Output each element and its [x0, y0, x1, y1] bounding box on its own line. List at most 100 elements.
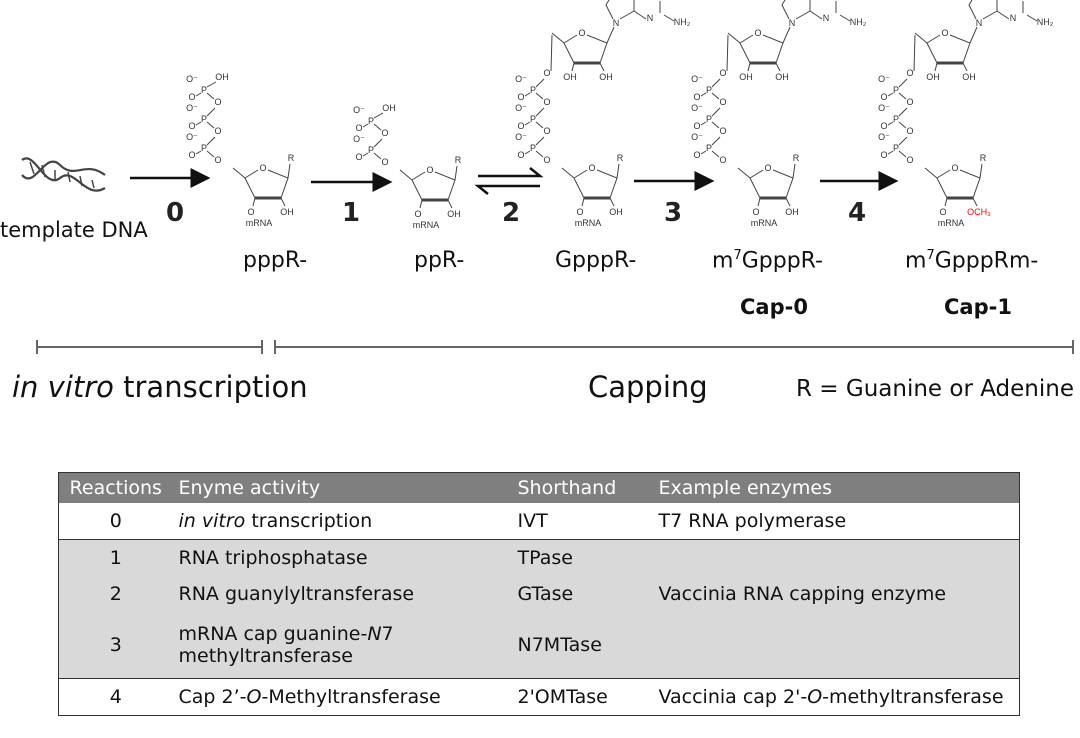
atom-label: O	[188, 150, 195, 160]
phase-brackets	[36, 340, 1074, 354]
atom-label: NH₂	[850, 17, 867, 27]
cell-enzyme	[652, 612, 1020, 678]
step-label-0: 0	[166, 198, 185, 228]
atom-label: OH	[785, 207, 799, 217]
atom-label: R	[455, 155, 462, 165]
italic-text: N	[367, 622, 382, 645]
text: Cap 2’-	[178, 685, 247, 708]
atom-label: R	[617, 153, 624, 163]
atom-label: P	[201, 85, 207, 95]
label-prefix: m	[712, 248, 734, 274]
atom-label: O⁻	[515, 103, 527, 113]
atom-label: N	[823, 13, 830, 23]
step-label-3: 3	[664, 198, 683, 228]
cell-enzyme: T7 RNA polymerase	[658, 510, 847, 532]
atom-label: O	[906, 155, 913, 165]
atom-label: OH	[280, 207, 294, 217]
cell-shorthand: N7MTase	[511, 612, 653, 678]
atom-label: O⁻	[691, 74, 703, 84]
header-enzymes: Example enzymes	[652, 472, 1020, 503]
atom-label: R	[793, 153, 800, 163]
cell-shorthand: 2'OMTase	[511, 677, 653, 715]
atom-label: O⁻	[353, 105, 365, 115]
table-row: 2 RNA guanylyltransferase GTase Vaccinia…	[58, 576, 1020, 612]
atom-label: O⁻	[878, 103, 890, 113]
cell-shorthand: IVT	[517, 510, 548, 532]
atom-label: O	[939, 207, 946, 217]
atom-label: OH	[215, 72, 229, 82]
cell-reaction: 1	[58, 539, 173, 576]
atom-label: O	[381, 128, 388, 138]
cell-reaction: 4	[58, 677, 173, 715]
italic-text: O	[246, 685, 262, 708]
compound-label-ppR: ppR-	[414, 248, 465, 273]
cell-activity: Cap 2’-O-Methyltransferase	[172, 677, 512, 715]
table-row: 0 in vitro transcription IVT T7 RNA poly…	[59, 503, 1020, 540]
step-label-2: 2	[502, 198, 521, 228]
atom-label: R	[288, 153, 295, 163]
atom-label: mRNA	[246, 218, 273, 228]
atom-label: O	[880, 121, 887, 131]
atom-label: OH	[926, 72, 940, 82]
compound-label-pppR: pppR-	[243, 248, 308, 273]
compound-label-m7GpppRm: m7GpppRm-	[905, 248, 1038, 273]
text: transcription	[245, 510, 373, 532]
header-activity: Enyme activity	[172, 472, 512, 503]
cell-activity: in vitro transcription	[173, 503, 512, 540]
atom-label: P	[201, 114, 207, 124]
italic-text: in vitro	[178, 510, 246, 532]
cell-shorthand: GTase	[511, 576, 653, 612]
atom-label: O	[214, 97, 221, 107]
atom-label: O	[719, 126, 726, 136]
atom-label: O	[381, 157, 388, 167]
cell-activity: RNA triphosphatase	[172, 539, 512, 576]
atom-label: O⁻	[691, 103, 703, 113]
atom-label: O	[578, 28, 585, 38]
text: 7	[381, 622, 394, 645]
atom-label: O	[214, 126, 221, 136]
table-header: Reactions Enyme activity Shorthand Examp…	[58, 472, 1020, 503]
atom-label: O	[754, 28, 761, 38]
atom-label: O	[880, 150, 887, 160]
atom-label: mRNA	[751, 218, 778, 228]
atom-label: OH	[563, 72, 577, 82]
cell-activity: mRNA cap guanine-N7 methyltransferase	[172, 612, 512, 678]
atom-label: OH	[447, 209, 461, 219]
text: Vaccinia cap 2'-	[658, 685, 808, 708]
atom-label: O⁻	[878, 74, 890, 84]
header-shorthand: Shorthand	[511, 472, 653, 503]
atom-label: O	[517, 121, 524, 131]
atom-label: O	[719, 97, 726, 107]
label-main: GpppR-	[741, 248, 823, 274]
text: mRNA cap guanine-	[178, 622, 368, 645]
template-dna-label: template DNA	[0, 218, 148, 242]
atom-label: P	[893, 85, 899, 95]
atom-label: OH	[962, 72, 976, 82]
atom-label: N	[976, 18, 983, 28]
step-label-1: 1	[342, 198, 361, 228]
cell-reaction: 0	[109, 510, 122, 532]
atom-label: OH	[739, 72, 753, 82]
atom-label: O	[906, 97, 913, 107]
atom-label: O	[355, 152, 362, 162]
atom-label: O	[588, 163, 595, 173]
atom-label: OH	[775, 72, 789, 82]
atom-label: O⁻	[691, 132, 703, 142]
atom-label: O⁻	[515, 132, 527, 142]
atom-label: N	[647, 13, 654, 23]
atom-label: O⁻	[186, 103, 198, 113]
cap-1-label: Cap-1	[944, 295, 1012, 319]
atom-label: OCH₃	[967, 207, 991, 217]
equilibrium-arrow-2	[474, 167, 544, 195]
atom-label: O⁻	[186, 132, 198, 142]
atom-label: N	[1010, 13, 1017, 23]
atom-label: O⁻	[353, 134, 365, 144]
m7GpppR-structure: OOHOmRNAROPOO⁻OPOO⁻OPOO⁻OOOHOHNN⁺ONHNNH₂…	[691, 0, 867, 228]
atom-label: NH₂	[1037, 17, 1054, 27]
atom-label: O	[951, 163, 958, 173]
atom-label: OH	[382, 103, 396, 113]
atom-label: P	[893, 143, 899, 153]
